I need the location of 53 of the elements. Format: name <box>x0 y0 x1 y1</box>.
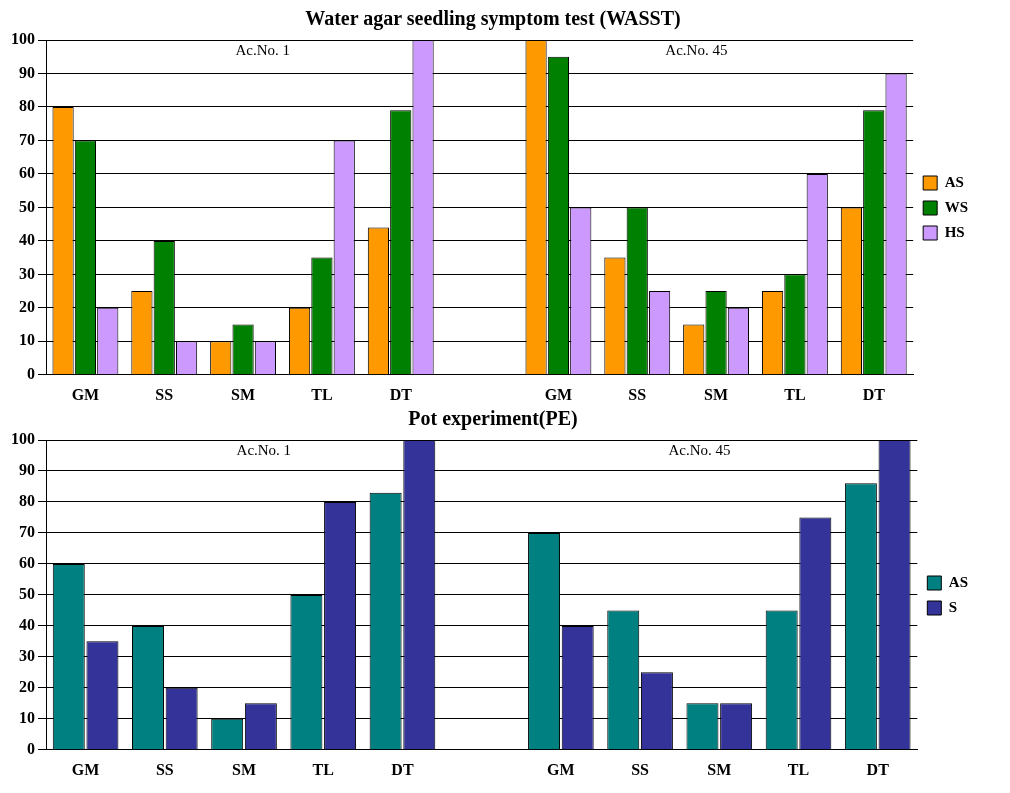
legend-label: S <box>948 598 958 615</box>
x-tick-label: DT <box>391 760 414 778</box>
x-tick-label: GM <box>547 760 575 778</box>
x-tick-label: TL <box>312 760 334 778</box>
x-tick-label: SS <box>155 385 174 403</box>
x-tick-label: SM <box>231 385 256 403</box>
y-tick-label: 40 <box>19 616 35 634</box>
legend-label: HS <box>944 223 965 240</box>
y-tick-label: 30 <box>19 647 35 664</box>
annotation: Ac.No. 45 <box>668 442 731 459</box>
y-tick-label: 50 <box>19 197 35 215</box>
y-tick-label: 40 <box>19 231 35 249</box>
y-tick-label: 60 <box>19 164 35 182</box>
x-tick-label: DT <box>862 385 886 403</box>
y-tick-label: 10 <box>19 708 35 726</box>
y-tick-label: 0 <box>27 364 35 382</box>
y-tick-label: 80 <box>19 492 35 510</box>
x-tick-label: DT <box>389 385 413 403</box>
x-tick-label: TL <box>311 385 333 403</box>
x-tick-label: SS <box>631 760 650 778</box>
y-tick-label: 20 <box>19 677 35 695</box>
y-tick-label: 80 <box>19 97 35 115</box>
y-tick-label: 10 <box>19 331 35 349</box>
y-tick-label: 100 <box>11 30 35 48</box>
x-tick-label: TL <box>787 760 810 778</box>
y-tick-label: 50 <box>19 585 35 603</box>
legend-label: WS <box>944 198 968 215</box>
y-tick-label: 70 <box>19 130 35 148</box>
chart-title: Water agar seedling symptom test (WASST) <box>305 7 681 31</box>
y-tick-label: 30 <box>19 264 35 282</box>
annotation: Ac.No. 1 <box>236 442 292 459</box>
x-tick-label: GM <box>71 385 100 403</box>
legend-label: AS <box>944 173 964 190</box>
x-tick-label: SM <box>232 760 257 778</box>
y-tick-label: 100 <box>11 430 35 448</box>
x-tick-label: DT <box>866 760 890 778</box>
x-tick-label: SS <box>155 760 174 778</box>
y-tick-label: 0 <box>27 739 35 757</box>
y-tick-label: 70 <box>19 523 35 541</box>
y-tick-label: 20 <box>19 297 35 315</box>
y-tick-label: 60 <box>19 554 35 572</box>
x-tick-label: SM <box>704 385 729 403</box>
x-tick-label: SS <box>628 385 647 403</box>
annotation: Ac.No. 1 <box>235 42 291 59</box>
x-tick-label: GM <box>544 385 573 403</box>
x-tick-label: TL <box>784 385 806 403</box>
chart-title: Pot experiment(PE) <box>408 407 578 431</box>
y-tick-label: 90 <box>19 461 35 479</box>
y-tick-label: 90 <box>19 63 35 81</box>
x-tick-label: SM <box>707 760 732 778</box>
annotation: Ac.No. 45 <box>665 42 728 59</box>
legend-label: AS <box>948 573 969 590</box>
x-tick-label: GM <box>71 760 100 778</box>
